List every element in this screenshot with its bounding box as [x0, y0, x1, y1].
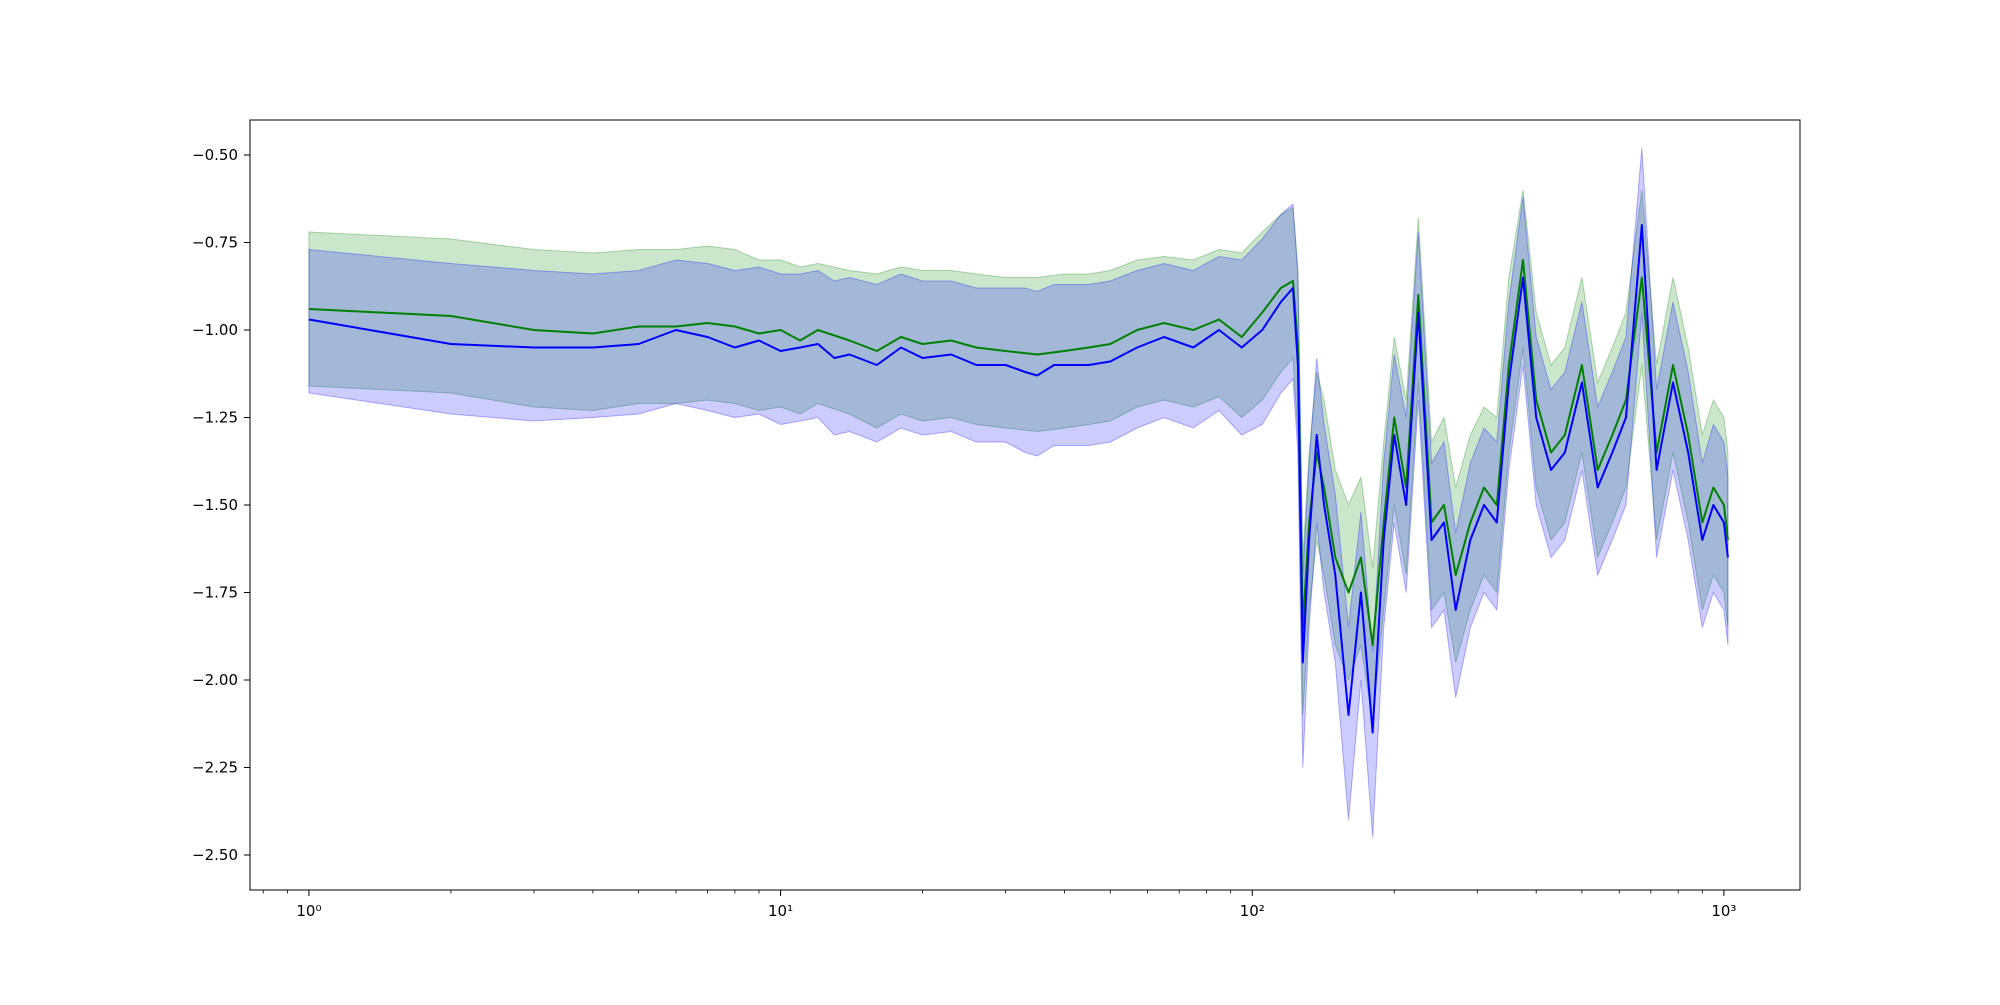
y-tick-label: −2.00	[192, 671, 238, 689]
series-line-0	[308, 259, 1729, 646]
confidence-band-1	[308, 147, 1729, 838]
y-tick-label: −1.75	[192, 584, 238, 602]
y-tick-label: −2.50	[192, 846, 238, 864]
y-tick-label: −1.25	[192, 409, 238, 427]
y-tick-label: −2.25	[192, 759, 238, 777]
x-tick-label: 10¹	[768, 902, 793, 920]
y-tick-label: −0.75	[192, 234, 238, 252]
x-tick-label: 10³	[1711, 902, 1736, 920]
x-tick-label: 10²	[1240, 902, 1265, 920]
series-lines	[308, 224, 1729, 734]
plot-area-frame	[249, 119, 1801, 891]
x-axis-ticks: 10⁰ 10¹ 10² 10³	[262, 890, 1736, 920]
y-tick-label: −1.00	[192, 321, 238, 339]
series-line-1	[308, 224, 1729, 734]
x-tick-label: 10⁰	[296, 902, 321, 920]
y-tick-label: −1.50	[192, 496, 238, 514]
confidence-band-0	[308, 189, 1729, 723]
y-tick-label: −0.50	[192, 146, 238, 164]
y-axis-ticks: −0.50 −0.75 −1.00 −1.25 −1.50 −1.75 −2.00 −2.25…	[192, 146, 250, 864]
confidence-bands	[308, 147, 1729, 838]
